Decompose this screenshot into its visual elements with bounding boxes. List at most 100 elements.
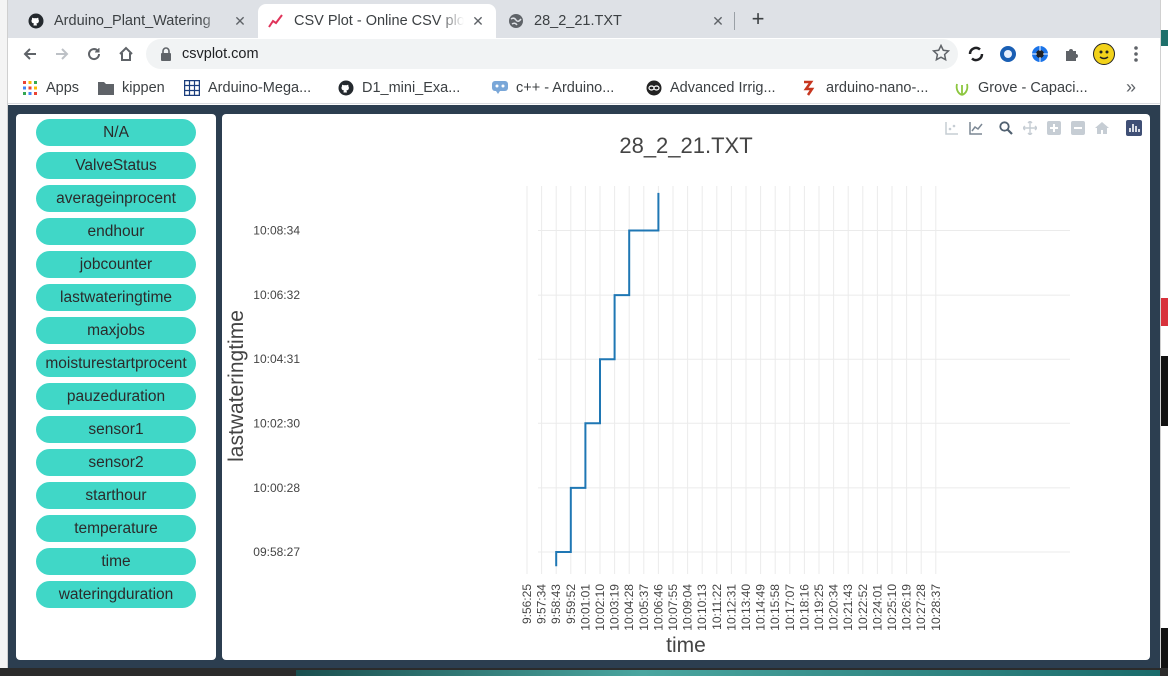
- reload-button[interactable]: [82, 42, 106, 66]
- x-tick-label: 10:27:28: [914, 584, 928, 631]
- x-tick-label: 9:59:52: [564, 584, 578, 624]
- arrow-right-icon: [56, 48, 69, 60]
- column-button[interactable]: averageinprocent: [36, 185, 196, 212]
- desktop-window-edge: [1161, 298, 1168, 326]
- tab-arduino-plant-watering[interactable]: Arduino_Plant_Watering ✕: [18, 4, 258, 38]
- column-button[interactable]: jobcounter: [36, 251, 196, 278]
- bookmark-arduino-nano[interactable]: arduino-nano-...: [802, 78, 928, 98]
- home-icon: [119, 46, 133, 61]
- zoom-out-icon[interactable]: [1070, 120, 1086, 136]
- y-tick-label: 10:06:32: [253, 288, 300, 302]
- column-button[interactable]: lastwateringtime: [36, 284, 196, 311]
- back-button[interactable]: [18, 42, 42, 66]
- column-button[interactable]: sensor2: [36, 449, 196, 476]
- browser-window: Arduino_Plant_Watering ✕ CSV Plot - Onli…: [8, 0, 1160, 668]
- address-bar[interactable]: csvplot.com: [146, 39, 958, 69]
- y-tick-label: 10:04:31: [253, 352, 300, 366]
- tinkercad-icon: [802, 80, 818, 96]
- bookmark-label: kippen: [122, 80, 165, 96]
- table-icon: [184, 80, 200, 96]
- column-button[interactable]: maxjobs: [36, 317, 196, 344]
- extension-sync-icon[interactable]: [964, 42, 988, 66]
- reset-axes-home-icon[interactable]: [1094, 120, 1110, 136]
- close-icon[interactable]: ✕: [234, 12, 246, 29]
- x-tick-label: 10:05:37: [637, 584, 651, 631]
- bookmark-grove-capacitive[interactable]: Grove - Capaci...: [954, 78, 1088, 98]
- bookmarks-bar: Apps kippen Arduino-Mega... D1_mini_Exa.…: [8, 70, 1160, 104]
- column-button[interactable]: pauzeduration: [36, 383, 196, 410]
- column-button[interactable]: ValveStatus: [36, 152, 196, 179]
- bookmark-apps[interactable]: Apps: [22, 78, 79, 98]
- csvplot-logo-icon: [268, 13, 284, 29]
- line-chart[interactable]: 09:58:27 10:00:28 10:02:30 10:04:31 10:06:32…: [222, 114, 1150, 660]
- x-tick-label: 10:26:19: [900, 584, 914, 631]
- new-tab-button[interactable]: +: [751, 6, 765, 31]
- forward-button[interactable]: [50, 42, 74, 66]
- x-tick-label: 10:17:07: [783, 584, 797, 631]
- lock-icon: [160, 47, 172, 66]
- x-tick-label: 10:01:01: [578, 584, 592, 631]
- closest-data-icon[interactable]: [968, 120, 984, 136]
- desktop-background-right: [1160, 0, 1168, 676]
- infinity-icon: [492, 80, 508, 96]
- extension-blue-circle-icon[interactable]: [996, 42, 1020, 66]
- bookmarks-more-button[interactable]: »: [1126, 77, 1137, 97]
- y-tick-label: 10:08:34: [253, 224, 300, 238]
- profile-avatar[interactable]: [1092, 42, 1116, 66]
- bookmark-d1-mini[interactable]: D1_mini_Exa...: [338, 78, 460, 98]
- x-tick-label: 10:22:52: [856, 584, 870, 631]
- desktop-taskbar: [0, 668, 1168, 676]
- extension-aperture-icon[interactable]: [1028, 42, 1052, 66]
- desktop-window-edge: [1161, 628, 1168, 676]
- bookmark-cpp-arduino[interactable]: c++ - Arduino...: [492, 78, 614, 98]
- x-tick-label: 10:14:49: [754, 584, 768, 631]
- x-tick-label: 10:28:37: [929, 584, 943, 631]
- column-button[interactable]: sensor1: [36, 416, 196, 443]
- x-tick-label: 10:19:25: [812, 584, 826, 631]
- plotly-logo-icon[interactable]: [1126, 120, 1142, 136]
- x-tick-label: 10:24:01: [870, 584, 884, 631]
- tab-28-2-21-txt[interactable]: 28_2_21.TXT ✕: [498, 4, 736, 38]
- bookmark-label: Grove - Capaci...: [978, 80, 1088, 96]
- x-tick-label: 10:15:58: [768, 584, 782, 631]
- github-icon: [28, 13, 44, 29]
- tab-csv-plot[interactable]: CSV Plot - Online CSV plot ✕: [258, 4, 496, 38]
- x-tick-label: 10:20:34: [827, 584, 841, 631]
- browser-menu-icon[interactable]: [1124, 42, 1148, 66]
- desktop-background-left: [0, 0, 8, 676]
- extensions-puzzle-icon[interactable]: [1060, 42, 1084, 66]
- column-button[interactable]: moisturestartprocent: [36, 350, 196, 377]
- x-tick-label: 10:21:43: [841, 584, 855, 631]
- bookmark-kippen[interactable]: kippen: [98, 78, 165, 98]
- bookmark-label: Advanced Irrig...: [670, 80, 776, 96]
- column-button[interactable]: temperature: [36, 515, 196, 542]
- apps-grid-icon: [22, 80, 38, 96]
- desktop-window-edge: [1161, 356, 1168, 426]
- zoom-icon[interactable]: [998, 120, 1014, 136]
- column-button[interactable]: wateringduration: [36, 581, 196, 608]
- bookmark-star-icon[interactable]: [931, 43, 951, 67]
- x-tick-label: 10:06:46: [651, 584, 665, 631]
- column-selector-panel: N/A ValveStatus averageinprocent endhour job…: [16, 114, 216, 660]
- column-button[interactable]: N/A: [36, 119, 196, 146]
- url-text: csvplot.com: [182, 46, 259, 62]
- close-icon[interactable]: ✕: [712, 12, 724, 29]
- compare-data-icon[interactable]: [944, 120, 960, 136]
- tab-title: 28_2_21.TXT: [534, 13, 622, 29]
- x-axis-title: time: [666, 634, 706, 657]
- column-button[interactable]: time: [36, 548, 196, 575]
- folder-icon: [98, 80, 114, 96]
- tab-title: Arduino_Plant_Watering: [54, 13, 211, 29]
- bookmark-arduino-mega[interactable]: Arduino-Mega...: [184, 78, 311, 98]
- close-icon[interactable]: ✕: [472, 12, 484, 29]
- bookmark-label: c++ - Arduino...: [516, 80, 615, 96]
- column-button[interactable]: starthour: [36, 482, 196, 509]
- pan-icon[interactable]: [1022, 120, 1038, 136]
- zoom-in-icon[interactable]: [1046, 120, 1062, 136]
- tab-separator: [734, 12, 735, 30]
- home-button[interactable]: [114, 42, 138, 66]
- column-button[interactable]: endhour: [36, 218, 196, 245]
- bookmark-advanced-irrigation[interactable]: Advanced Irrig...: [646, 78, 776, 98]
- x-tick-label: 9:58:43: [549, 584, 563, 624]
- desktop-wallpaper-strip: [296, 670, 1160, 676]
